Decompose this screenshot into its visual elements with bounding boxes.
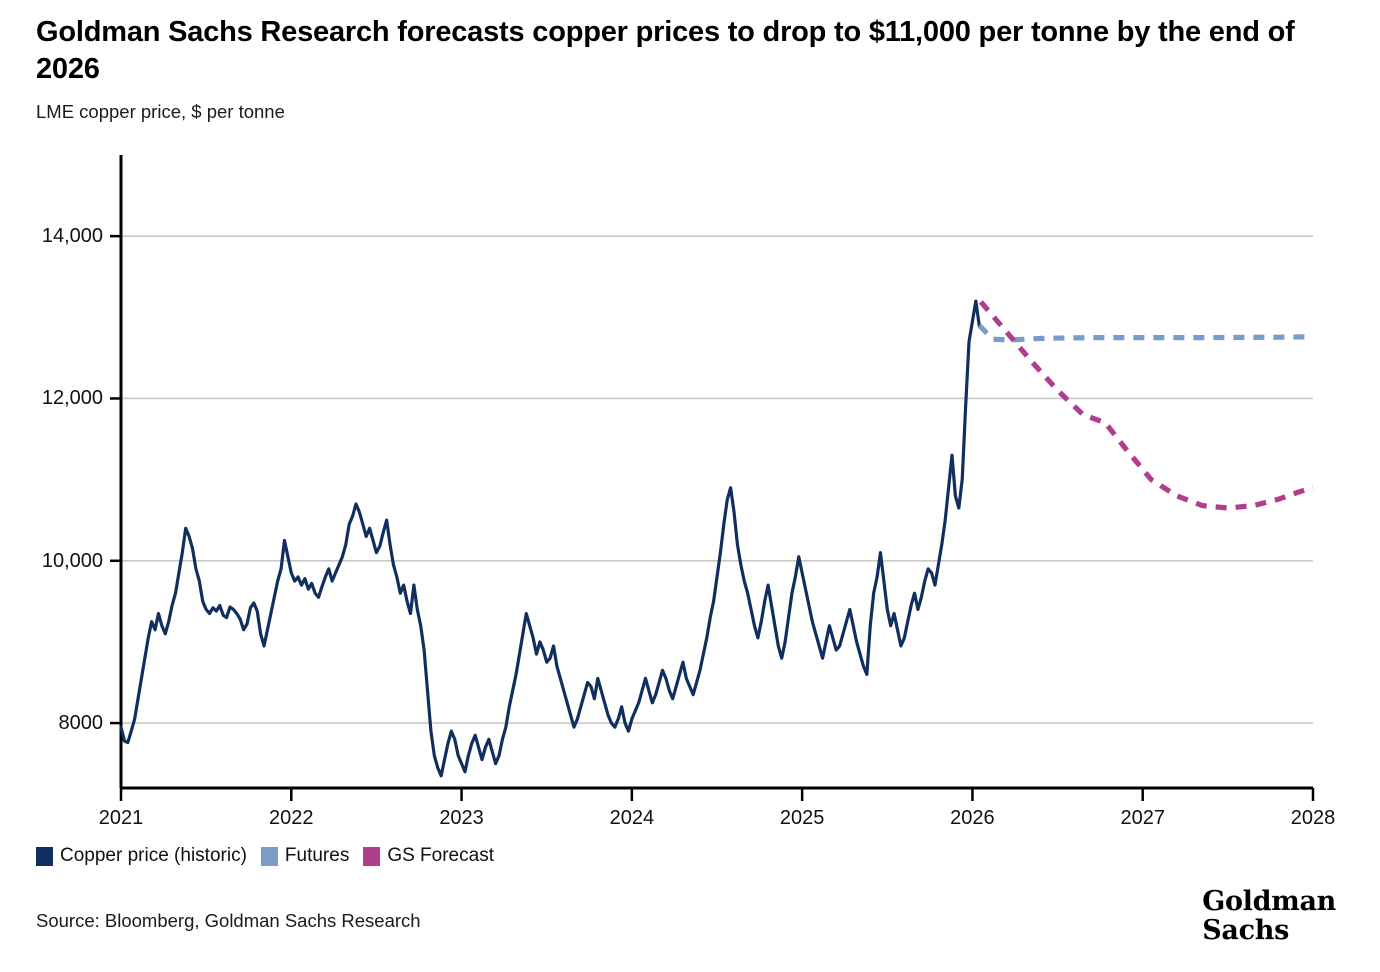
gridlines	[121, 235, 1313, 724]
y-tick-label-10000: 10,000	[41, 549, 103, 572]
y-tick-label-14000: 14,000	[41, 225, 103, 248]
x-tick-label-2027: 2027	[1120, 807, 1165, 829]
legend-swatch-futures	[260, 846, 278, 866]
x-tick-label-2025: 2025	[779, 807, 825, 829]
legend-label-futures: Futures	[284, 845, 350, 866]
source-note: Source: Bloomberg, Goldman Sachs Researc…	[36, 910, 421, 931]
y-tick-label-12000: 12,000	[41, 387, 103, 410]
x-tick-label-2023: 2023	[439, 807, 484, 829]
legend-swatch-historic	[36, 846, 53, 866]
page-title: Goldman Sachs Research forecasts copper …	[36, 16, 1295, 86]
series-line-gs-forecast	[978, 300, 1314, 511]
series-line-copper-price-historic	[119, 299, 981, 778]
legend-item-futures[interactable]: Futures	[260, 845, 350, 867]
legend-item-forecast[interactable]: GS Forecast	[363, 845, 494, 867]
legend-label-forecast: GS Forecast	[387, 845, 494, 866]
x-tick-label-2026: 2026	[950, 807, 995, 829]
axis-lines	[119, 155, 1313, 790]
legend-swatch-forecast	[363, 846, 381, 866]
logo-line-1: Goldman	[1202, 886, 1336, 917]
chart-legend: Copper price (historic) Futures GS Forec…	[36, 845, 508, 867]
series-line-futures	[977, 323, 1314, 343]
x-tick-label-2021: 2021	[98, 807, 144, 829]
x-tick-label-2024: 2024	[609, 807, 655, 829]
chart-subtitle: LME copper price, $ per tonne	[36, 101, 285, 122]
tick-marks	[110, 234, 1315, 801]
legend-label-historic: Copper price (historic)	[60, 845, 247, 866]
data-series	[119, 299, 1314, 778]
x-tick-label-2028: 2028	[1290, 807, 1336, 829]
logo-line-2: Sachs	[1202, 915, 1289, 946]
x-tick-label-2022: 2022	[269, 807, 314, 829]
y-tick-label-8000: 8000	[58, 712, 104, 735]
legend-item-historic[interactable]: Copper price (historic)	[36, 845, 247, 867]
goldman-sachs-logo: Goldman Sachs	[1202, 888, 1336, 944]
